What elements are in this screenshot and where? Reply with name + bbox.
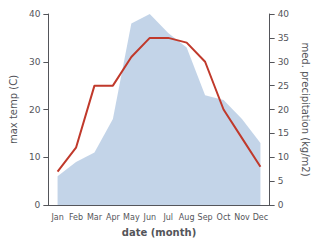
svg-text:10: 10 — [29, 152, 41, 162]
svg-text:0: 0 — [278, 200, 284, 210]
svg-text:May: May — [123, 213, 140, 222]
svg-text:med. precipitation (kg/m2): med. precipitation (kg/m2) — [300, 42, 311, 176]
svg-text:20: 20 — [29, 105, 41, 115]
svg-text:10: 10 — [278, 152, 290, 162]
svg-text:Jun: Jun — [143, 213, 157, 222]
svg-text:Jan: Jan — [50, 213, 63, 222]
svg-text:Aug: Aug — [179, 213, 195, 222]
svg-text:0: 0 — [35, 200, 41, 210]
svg-text:Feb: Feb — [69, 213, 83, 222]
svg-text:15: 15 — [278, 128, 289, 138]
svg-text:25: 25 — [278, 81, 289, 91]
svg-text:Mar: Mar — [87, 213, 103, 222]
svg-text:20: 20 — [278, 105, 290, 115]
svg-text:30: 30 — [29, 57, 41, 67]
svg-text:40: 40 — [278, 9, 290, 19]
svg-text:Oct: Oct — [217, 213, 231, 222]
svg-text:Apr: Apr — [106, 213, 121, 222]
svg-text:Nov: Nov — [234, 213, 250, 222]
svg-text:max temp (C): max temp (C) — [8, 75, 19, 144]
svg-text:Jul: Jul — [162, 213, 173, 222]
svg-text:date (month): date (month) — [122, 227, 196, 238]
svg-text:5: 5 — [278, 176, 284, 186]
svg-text:40: 40 — [29, 9, 41, 19]
svg-text:35: 35 — [278, 33, 289, 43]
svg-text:30: 30 — [278, 57, 290, 67]
svg-text:Sep: Sep — [198, 213, 213, 222]
svg-text:Dec: Dec — [253, 213, 268, 222]
